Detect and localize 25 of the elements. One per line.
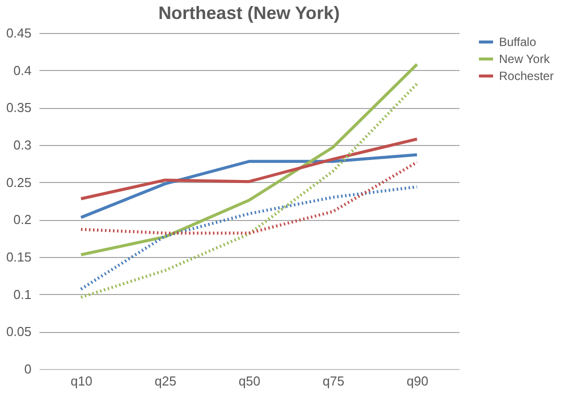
- y-tick-label: 0.1: [13, 286, 32, 302]
- legend-label: Buffalo: [499, 35, 536, 49]
- y-tick-label: 0.4: [13, 62, 32, 78]
- y-tick-label: 0.3: [13, 138, 32, 152]
- line-series: [80, 153, 418, 219]
- y-tick-label: 0.05: [6, 324, 32, 340]
- y-tick-label: 0.15: [6, 250, 32, 264]
- chart-title: Northeast (New York): [158, 3, 340, 23]
- y-tick-label: 0.45: [6, 26, 32, 40]
- x-tick-label: q50: [238, 374, 260, 388]
- line-series: [80, 160, 418, 235]
- y-tick-label: 0.35: [6, 100, 32, 116]
- y-tick-label: 0: [24, 362, 32, 376]
- line-series: [80, 185, 418, 291]
- line-series: [80, 82, 418, 299]
- line-series: [80, 62, 418, 256]
- x-tick-label: q10: [70, 374, 92, 388]
- x-tick-label: q25: [154, 374, 176, 388]
- x-tick-label: q90: [406, 374, 428, 388]
- y-tick-label: 0.2: [13, 212, 32, 228]
- x-tick-label: q75: [322, 374, 344, 388]
- line-series: [80, 138, 418, 200]
- legend-label: Rochester: [499, 69, 554, 83]
- legend-label: New York: [499, 52, 551, 66]
- y-tick-label: 0.25: [6, 174, 32, 190]
